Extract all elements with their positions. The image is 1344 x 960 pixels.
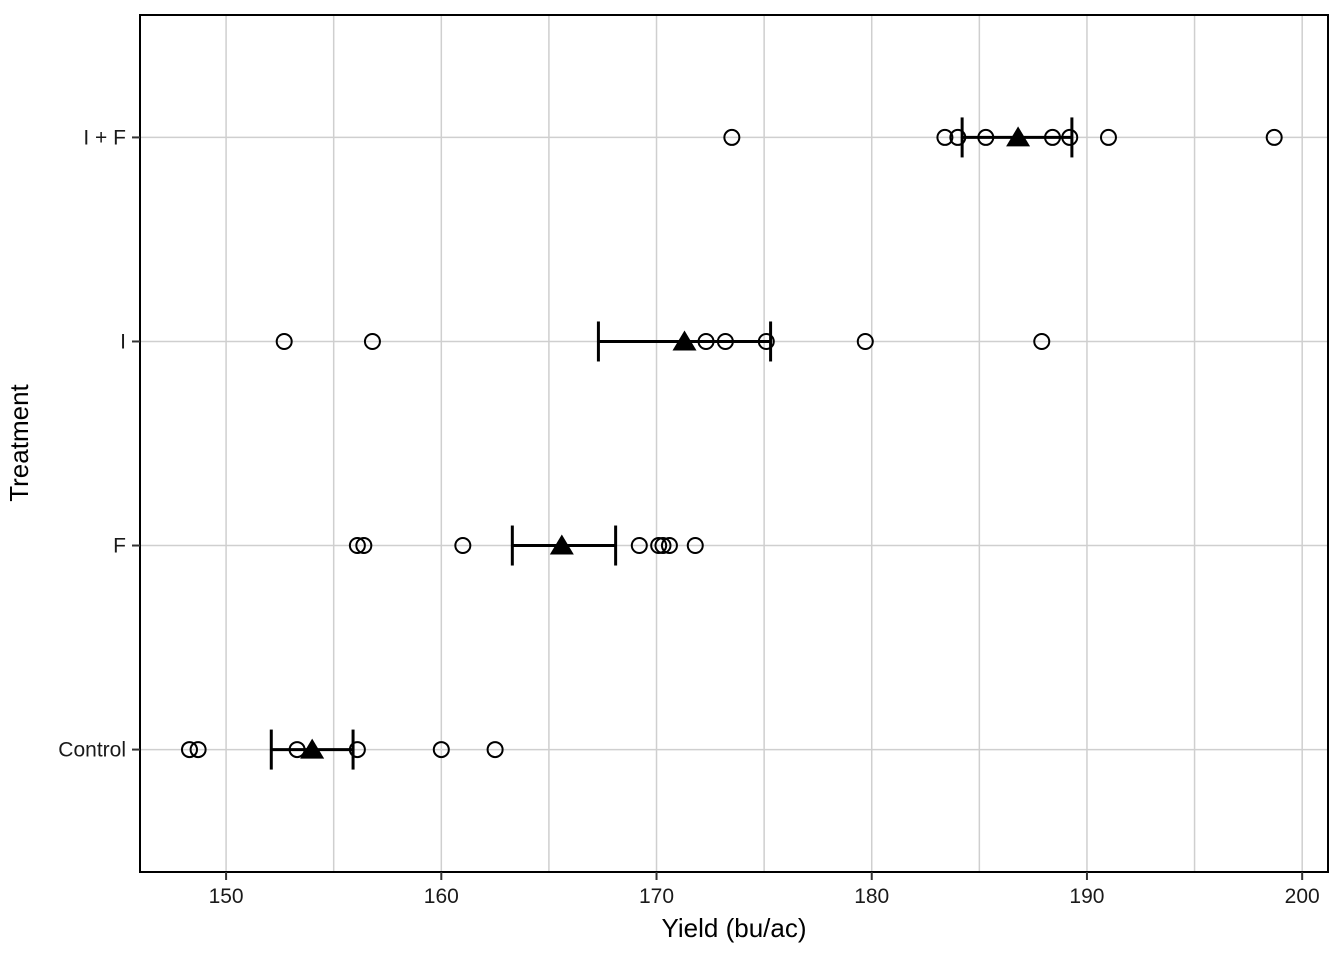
gridline-layer [140,15,1328,872]
data-point-circle [432,741,450,759]
data-point-circle [355,537,373,555]
data-point-circle [949,128,967,146]
x-tick-label: 180 [854,885,889,908]
data-point-circle [1044,128,1062,146]
data-point-circle [856,332,874,350]
y-tick-label: I + F [83,126,126,149]
x-tick-label: 150 [209,885,244,908]
mean-triangle [1006,126,1031,147]
data-point-circle [697,332,715,350]
y-tick-label: Control [58,739,126,762]
x-axis-title: Yield (bu/ac) [662,913,807,943]
data-point-circle [363,332,381,350]
data-layer [181,117,1283,770]
x-tick-label: 160 [424,885,459,908]
data-point-circle [181,741,198,759]
data-point-circle [275,332,293,350]
data-point-circle [654,537,672,555]
y-tick-label: F [113,535,126,558]
data-point-circle [348,537,366,555]
data-point-circle [348,741,366,759]
data-point-circle [630,537,648,555]
data-point-circle [288,741,306,759]
data-point-circle [650,537,668,555]
data-point-circle [686,537,704,555]
data-point-circle [977,128,995,146]
data-point-circle [189,741,207,759]
data-point-circle [723,128,741,146]
y-tick-label: I [120,330,126,353]
data-point-circle [454,537,472,555]
data-point-circle [660,537,678,555]
plot-panel-border [139,14,1329,873]
mean-triangle [672,330,697,351]
x-tick-label: 170 [639,885,674,908]
data-point-circle [1265,128,1283,146]
axis-layer: 150 160 170 180 190 200 I + F I F Control [58,126,1319,908]
mean-triangle [300,738,325,759]
data-point-circle [716,332,734,350]
mean-triangle [549,534,574,555]
data-point-circle [1099,128,1117,146]
data-point-circle [486,741,504,759]
x-tick-label: 190 [1069,885,1104,908]
y-axis-title: Treatment [4,383,34,501]
data-point-circle [1061,128,1079,146]
data-point-circle [936,128,954,146]
x-tick-label: 200 [1285,885,1320,908]
data-point-circle [757,332,775,350]
data-point-circle [1033,332,1051,350]
